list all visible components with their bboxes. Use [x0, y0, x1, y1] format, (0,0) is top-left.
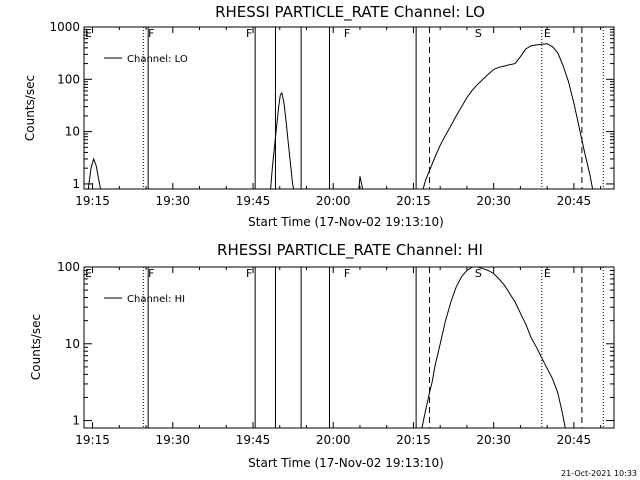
x-tick-label: 20:45	[557, 194, 592, 208]
y-tick-label: 10	[65, 125, 80, 139]
x-tick-label: 20:15	[396, 194, 431, 208]
y-tick-label: 1	[72, 177, 80, 191]
y-tick-label: 100	[57, 260, 80, 274]
y-axis-label: Counts/sec	[29, 314, 43, 380]
x-tick-label: 20:30	[476, 194, 511, 208]
event-marker: E	[85, 27, 92, 40]
chart-title: RHESSI PARTICLE_RATE Channel: HI	[217, 241, 483, 260]
y-tick-label: 10	[65, 337, 80, 351]
x-tick-label: 20:15	[396, 433, 431, 447]
event-marker: F	[344, 27, 350, 40]
x-tick-label: 19:30	[155, 194, 190, 208]
x-tick-label: 19:45	[236, 433, 271, 447]
x-tick-label: 20:30	[476, 433, 511, 447]
x-axis-label: Start Time (17-Nov-02 19:13:10)	[248, 215, 444, 229]
event-marker: F	[148, 27, 154, 40]
x-tick-label: 19:30	[155, 433, 190, 447]
y-tick-label: 100	[57, 72, 80, 86]
series-line	[87, 157, 102, 189]
event-marker: F	[344, 267, 350, 280]
legend-entry: Channel: LO	[127, 54, 188, 65]
plot-frame	[83, 266, 615, 429]
event-marker: E	[544, 267, 551, 280]
x-tick-label: 19:15	[75, 194, 110, 208]
panel-lo: RHESSI PARTICLE_RATE Channel: LO Start T…	[23, 3, 615, 229]
series-line	[270, 91, 295, 189]
event-marker: E	[544, 27, 551, 40]
x-axis-label: Start Time (17-Nov-02 19:13:10)	[248, 456, 444, 470]
panel-hi: RHESSI PARTICLE_RATE Channel: HI Start T…	[29, 241, 615, 470]
event-marker: F	[246, 27, 252, 40]
series-line	[358, 176, 364, 189]
x-tick-label: 20:00	[316, 194, 351, 208]
y-tick-label: 1	[72, 414, 80, 428]
event-marker: S	[475, 267, 482, 280]
y-axis-label: Counts/sec	[23, 75, 37, 141]
series	[421, 267, 566, 428]
y-tick-label: 1000	[49, 20, 80, 34]
series-line	[421, 267, 566, 428]
event-marker: S	[475, 27, 482, 40]
event-marker: F	[148, 267, 154, 280]
plot-frame	[83, 26, 615, 190]
timestamp: 21-Oct-2021 10:33	[561, 469, 637, 478]
series-line	[422, 43, 594, 189]
x-tick-label: 20:45	[557, 433, 592, 447]
legend-entry: Channel: HI	[127, 294, 185, 305]
series	[87, 43, 594, 189]
chart-title: RHESSI PARTICLE_RATE Channel: LO	[215, 3, 485, 22]
x-tick-label: 20:00	[316, 433, 351, 447]
x-tick-label: 19:15	[75, 433, 110, 447]
event-marker: E	[85, 267, 92, 280]
x-tick-label: 19:45	[236, 194, 271, 208]
event-marker: F	[246, 267, 252, 280]
